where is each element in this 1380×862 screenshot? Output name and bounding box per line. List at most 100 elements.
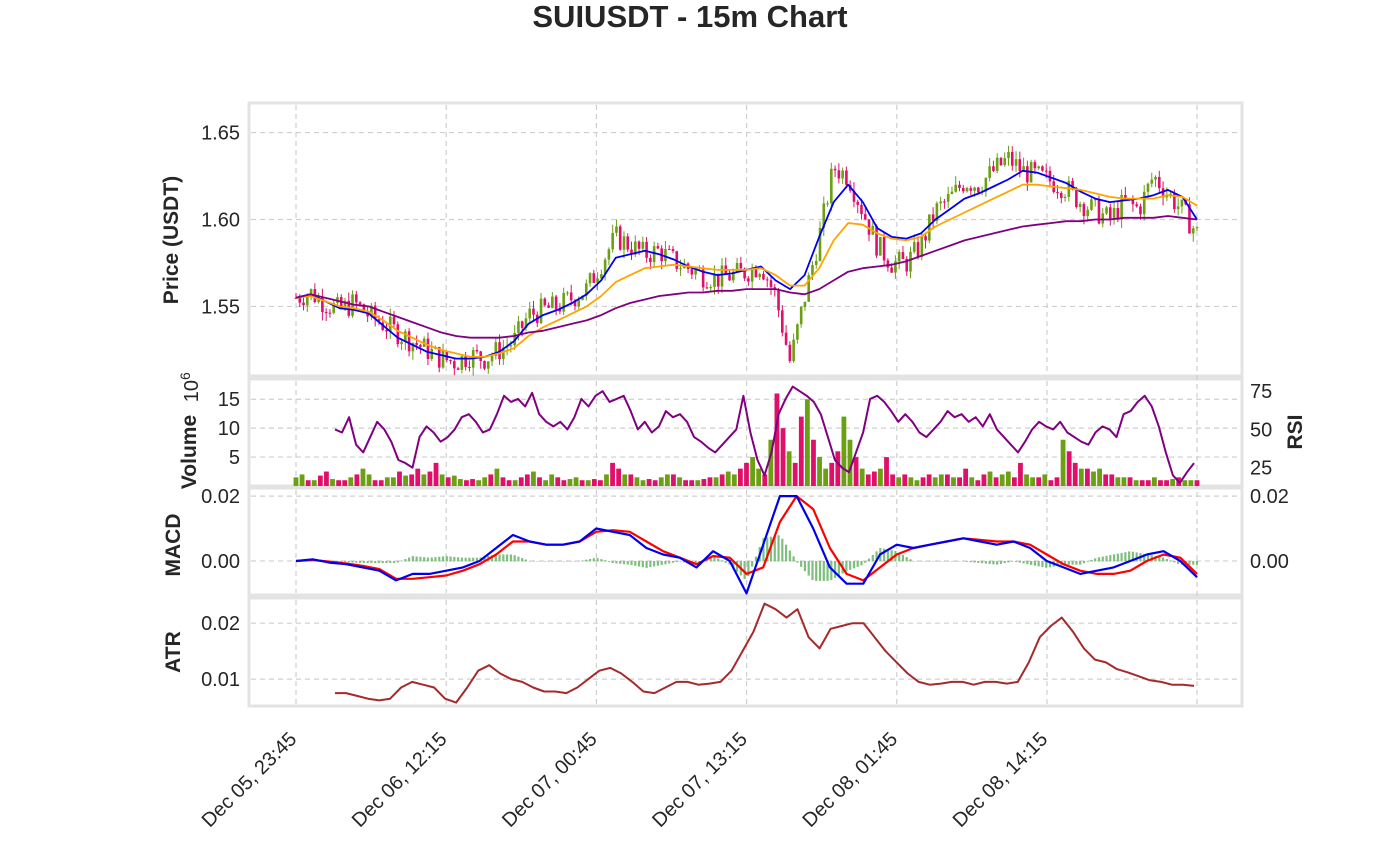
candle-body [1161, 188, 1165, 198]
macd-histogram-bar [932, 560, 935, 562]
candle-body [339, 297, 343, 308]
volume-bar [652, 480, 658, 486]
macd-histogram-bar [645, 560, 648, 568]
volume-bar [403, 475, 408, 486]
volume-axis-label: Volume [178, 415, 201, 489]
volume-bar [464, 480, 469, 486]
candle-body [588, 273, 592, 284]
candle-body [453, 361, 456, 369]
macd-histogram-bar [1169, 560, 1172, 562]
macd-histogram-bar [513, 555, 516, 562]
macd-histogram-bar [1082, 560, 1086, 564]
macd-histogram-bar [343, 560, 347, 563]
volume-bar [756, 468, 762, 486]
volume-exponent-label: 6 [177, 372, 193, 380]
macd-histogram-bar [1026, 560, 1029, 565]
price-y-tick-label: 1.60 [201, 210, 240, 232]
macd-histogram-bar [1037, 560, 1040, 567]
rsi-y-tick-label: 50 [1250, 419, 1272, 441]
macd-histogram-bar [1097, 557, 1101, 562]
candle-body [1082, 204, 1086, 217]
macd-histogram-bar [973, 560, 976, 563]
candle-body [799, 306, 803, 325]
candle-body [302, 302, 305, 306]
candle-body [777, 290, 780, 311]
candle-body [460, 356, 464, 370]
sma_long-line [295, 215, 1198, 339]
macd-histogram-bar [890, 550, 893, 562]
candle-body [411, 343, 415, 352]
macd-histogram-bar [1131, 551, 1135, 562]
candle-body [995, 157, 999, 171]
volume-bar [1164, 480, 1169, 486]
volume-bar [902, 474, 908, 486]
candle-body [758, 274, 761, 278]
macd-histogram-bar [800, 560, 803, 567]
macd-histogram-bar [1041, 560, 1044, 568]
macd-histogram-bar [901, 554, 905, 562]
macd-histogram-bar [381, 560, 384, 564]
macd-histogram-bar [1079, 560, 1082, 565]
macd-histogram-bar [811, 560, 814, 581]
candle-body [343, 300, 347, 308]
candle-body [792, 339, 795, 362]
macd-histogram-bar [1075, 560, 1078, 565]
macd-histogram-bar [555, 560, 558, 562]
macd-histogram-bar [1161, 557, 1165, 562]
candle-body [569, 292, 573, 301]
macd-histogram-bar [788, 550, 791, 562]
candle-body [833, 168, 837, 171]
macd-histogram-bar [374, 560, 377, 564]
candle-body [1059, 192, 1063, 198]
candle-body [822, 203, 826, 228]
candle-body [897, 252, 901, 262]
macd-histogram-bar [1195, 560, 1199, 565]
candle-body [875, 225, 878, 256]
macd-histogram-bar [947, 560, 950, 562]
candle-body [750, 268, 754, 282]
volume-bar [725, 471, 731, 486]
candle-body [385, 329, 388, 332]
candle-body [690, 268, 694, 275]
candle-body [494, 342, 498, 356]
macd-line [295, 495, 1198, 595]
volume-bar [311, 480, 317, 486]
candle-body [596, 278, 599, 283]
volume-bar [664, 474, 670, 486]
candle-body [1033, 162, 1037, 169]
candle-body [483, 361, 486, 369]
candle-body [886, 260, 890, 268]
candle-body [845, 170, 848, 185]
candle-body [1090, 199, 1093, 210]
candle-body [1142, 191, 1146, 215]
candle-body [1169, 193, 1172, 195]
volume-bar [999, 474, 1005, 486]
volume-bar [415, 468, 421, 486]
macd-histogram-bar [867, 558, 871, 562]
candle-body [649, 257, 652, 263]
candle-body [611, 232, 614, 250]
chart-marks [293, 145, 1200, 704]
macd-histogram-bar [683, 560, 686, 563]
candle-body [547, 305, 550, 308]
macd-histogram-bar [822, 560, 825, 581]
candle-body [1173, 193, 1176, 210]
volume-bar [1072, 462, 1078, 486]
x-tick-label: Dec 08, 14:15 [949, 728, 1053, 832]
candle-body [924, 236, 927, 241]
candle-body [1014, 159, 1018, 166]
candle-body [366, 312, 369, 317]
macd-histogram-bar [709, 557, 712, 562]
macd-histogram-bar [449, 556, 452, 562]
macd-histogram-bar [362, 560, 365, 564]
volume-bar [378, 480, 384, 486]
macd-histogram-bar [1105, 555, 1108, 562]
volume-bar [768, 439, 774, 486]
macd-histogram-bar [668, 560, 671, 564]
macd-histogram-bar [506, 554, 509, 562]
candle-body [1120, 194, 1123, 220]
volume-bar [561, 480, 567, 486]
macd-histogram-bar [404, 558, 407, 562]
macd-histogram-bar [924, 560, 927, 562]
volume-bar [658, 477, 664, 486]
